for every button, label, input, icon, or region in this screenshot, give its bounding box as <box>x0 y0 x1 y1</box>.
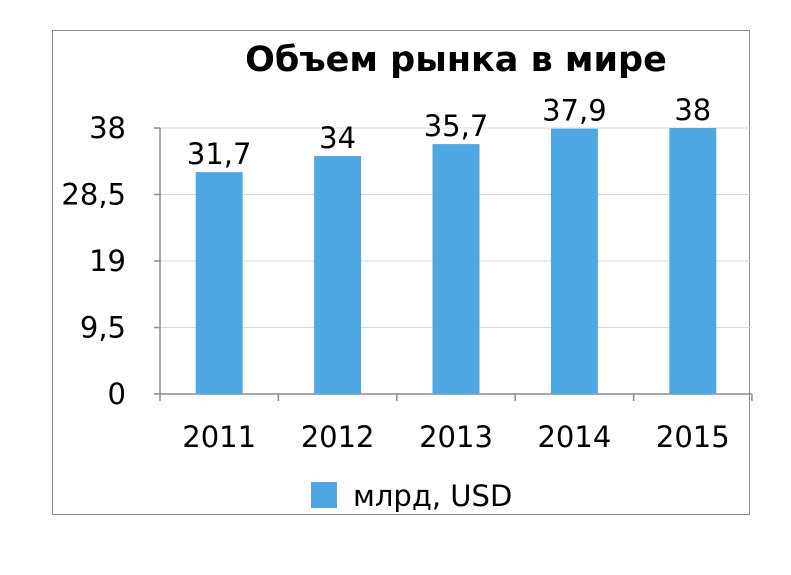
x-tick-label: 2013 <box>419 420 493 454</box>
y-tick-label: 28,5 <box>61 178 126 212</box>
chart-title: Объем рынка в мире <box>245 40 667 80</box>
x-tick-label: 2015 <box>656 420 730 454</box>
x-axis-ticks: 2011 2012 2013 2014 2015 <box>182 420 729 454</box>
bar <box>195 172 243 394</box>
bar <box>432 144 480 394</box>
bars <box>195 128 717 394</box>
legend-label: млрд, USD <box>353 479 512 513</box>
legend-swatch <box>311 482 337 508</box>
bar <box>314 156 362 394</box>
chart-frame <box>52 30 750 515</box>
x-tick-label: 2011 <box>182 420 256 454</box>
y-tick-label: 9,5 <box>80 311 126 345</box>
y-tick-label: 19 <box>89 244 126 278</box>
data-label: 31,7 <box>187 137 252 171</box>
y-axis-ticks: 0 9,5 19 28,5 38 <box>61 111 126 411</box>
legend: млрд, USD <box>311 479 512 513</box>
data-label: 34 <box>319 121 356 155</box>
y-tick-label: 38 <box>89 111 126 145</box>
bar <box>550 128 598 394</box>
data-labels: 31,7 34 35,7 37,9 38 <box>187 93 711 171</box>
data-label: 38 <box>674 93 711 127</box>
x-tick-label: 2014 <box>537 420 611 454</box>
data-label: 37,9 <box>542 94 607 128</box>
bar <box>669 128 717 394</box>
x-tick-label: 2012 <box>301 420 375 454</box>
y-tick-label: 0 <box>108 377 126 411</box>
data-label: 35,7 <box>424 109 489 143</box>
